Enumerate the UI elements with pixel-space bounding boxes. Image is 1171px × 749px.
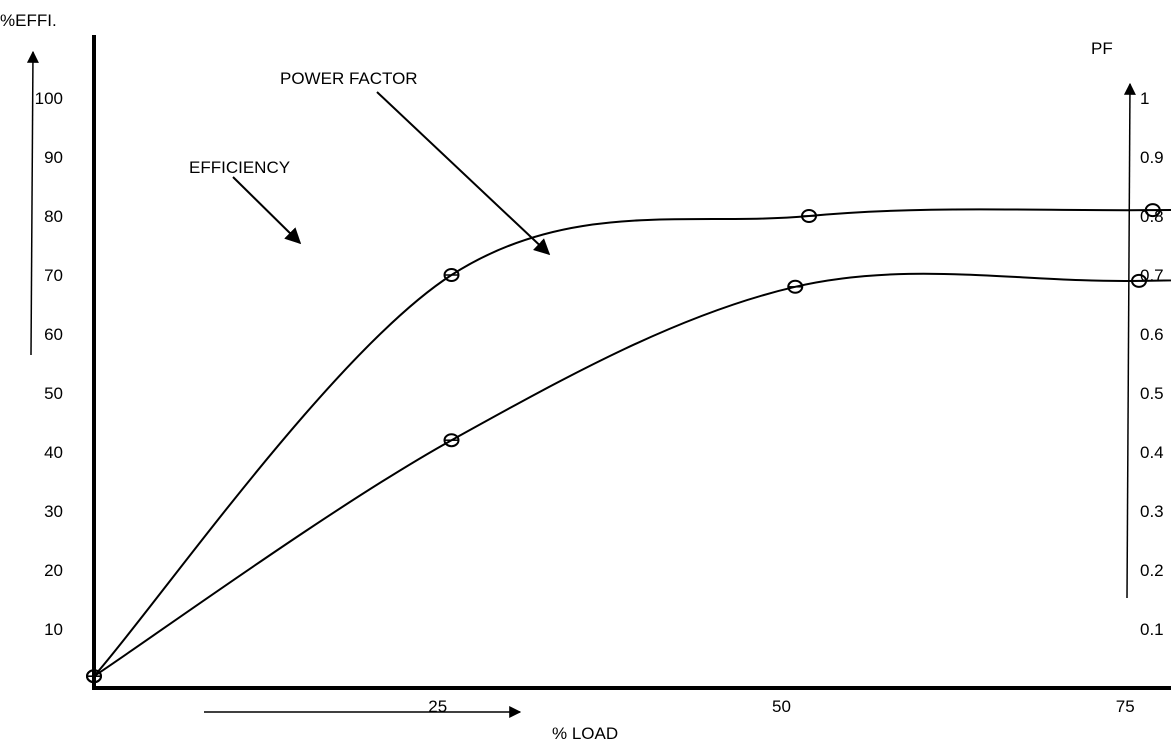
y-right-tick-label: 0.6 xyxy=(1140,325,1164,344)
y-left-direction-arrow xyxy=(26,50,39,356)
y-left-tick-label: 50 xyxy=(44,384,63,403)
y-right-tick-label: 0.9 xyxy=(1140,148,1164,167)
y-left-tick-label: 60 xyxy=(44,325,63,344)
power-factor-annotation-arrow xyxy=(376,91,551,256)
y-right-axis-title: PF xyxy=(1091,39,1113,58)
efficiency-curve xyxy=(93,208,1171,677)
series-curves xyxy=(93,208,1171,678)
y-left-tick-label: 10 xyxy=(44,620,63,639)
y-left-tick-label: 80 xyxy=(44,207,63,226)
y-left-tick-labels: 10 20 30 40 50 60 70 80 90 100 xyxy=(35,89,63,639)
x-axis-title: % LOAD xyxy=(552,724,618,743)
y-right-tick-label: 0.4 xyxy=(1140,443,1164,462)
y-left-tick-label: 20 xyxy=(44,561,63,580)
y-left-tick-label: 40 xyxy=(44,443,63,462)
series-markers xyxy=(86,203,1161,684)
y-left-axis-title: %EFFI. xyxy=(0,11,57,30)
y-right-tick-label: 0.2 xyxy=(1140,561,1164,580)
y-right-tick-label: 1 xyxy=(1140,89,1149,108)
y-right-tick-label: 0.1 xyxy=(1140,620,1164,639)
efficiency-annotation-label: EFFICIENCY xyxy=(189,158,290,177)
y-right-tick-labels: 0.10.20.30.40.50.60.70.80.91 xyxy=(1140,89,1164,639)
y-left-tick-label: 100 xyxy=(35,89,63,108)
x-tick-labels: 255075100125 xyxy=(428,697,1135,716)
y-right-direction-arrow xyxy=(1123,82,1136,599)
y-left-tick-label: 70 xyxy=(44,266,63,285)
y-right-tick-label: 0.5 xyxy=(1140,384,1164,403)
x-tick-label: 50 xyxy=(772,697,791,716)
x-tick-label: 75 xyxy=(1116,697,1135,716)
y-right-tick-label: 0.3 xyxy=(1140,502,1164,521)
power-factor-curve xyxy=(93,272,1171,678)
efficiency-annotation-arrow xyxy=(232,176,302,245)
y-left-tick-label: 90 xyxy=(44,148,63,167)
x-tick-label: 25 xyxy=(428,697,447,716)
power-factor-annotation-label: POWER FACTOR xyxy=(280,69,418,88)
y-left-tick-label: 30 xyxy=(44,502,63,521)
